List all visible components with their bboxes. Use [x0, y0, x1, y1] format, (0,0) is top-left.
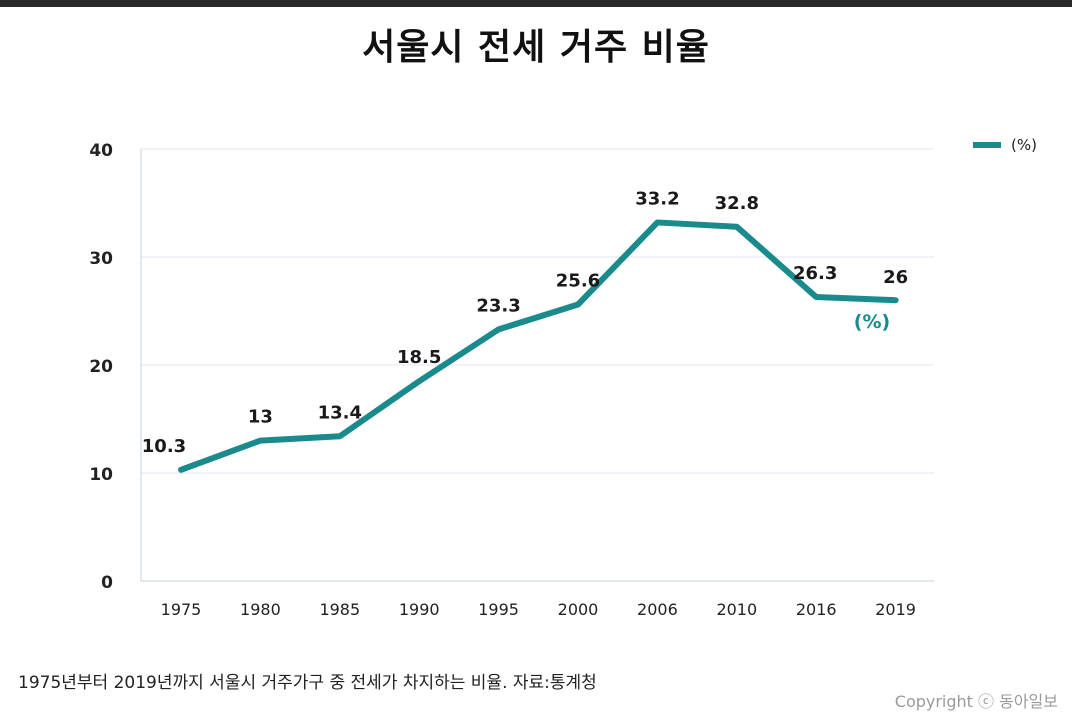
y-tick-label: 30 [89, 249, 113, 269]
x-tick-label: 2006 [637, 600, 678, 619]
series-line [178, 219, 899, 473]
y-tick-labels: 0 10 20 30 40 [89, 141, 113, 593]
top-bar [0, 0, 1072, 7]
legend: (%) [973, 136, 1037, 154]
data-labels: 10.3 13 13.4 18.5 23.3 25.6 33.2 32.8 26.3 26 [142, 188, 908, 456]
x-tick-label: 1980 [240, 600, 281, 619]
data-label: 26.3 [793, 263, 837, 284]
line-chart: 0 10 20 30 40 1975 1980 1985 1990 1995 2000 2006 20… [89, 136, 1037, 619]
x-tick-label: 1985 [319, 600, 360, 619]
legend-label: (%) [1011, 136, 1037, 154]
chart-title: 서울시 전세 거주 비율 [362, 27, 710, 68]
y-tick-label: 40 [89, 141, 113, 161]
data-label: 10.3 [142, 436, 186, 457]
x-tick-label: 1975 [161, 600, 202, 619]
copyright: Copyright ⓒ 동아일보 [894, 692, 1058, 711]
x-tick-label: 1995 [478, 600, 519, 619]
data-label: 13.4 [318, 402, 362, 423]
y-tick-label: 10 [89, 465, 113, 485]
x-tick-label: 2000 [558, 600, 599, 619]
data-label: 32.8 [715, 193, 759, 214]
data-label: 18.5 [397, 347, 441, 368]
unit-annotation: (%) [854, 311, 890, 333]
x-tick-label: 2016 [796, 600, 837, 619]
data-label: 13 [248, 407, 273, 428]
x-tick-label: 2019 [875, 600, 916, 619]
x-tick-label: 1990 [399, 600, 440, 619]
data-label: 23.3 [476, 295, 520, 316]
grid-lines [141, 148, 934, 474]
x-tick-labels: 1975 1980 1985 1990 1995 2000 2006 2010 2016 2019 [161, 600, 916, 619]
data-label: 26 [883, 267, 908, 288]
caption: 1975년부터 2019년까지 서울시 거주가구 중 전세가 차지하는 비율. … [18, 673, 597, 693]
x-tick-label: 2010 [716, 600, 757, 619]
y-tick-label: 20 [89, 357, 113, 377]
y-tick-label: 0 [101, 573, 113, 593]
data-label: 33.2 [635, 188, 679, 209]
data-label: 25.6 [556, 271, 600, 292]
